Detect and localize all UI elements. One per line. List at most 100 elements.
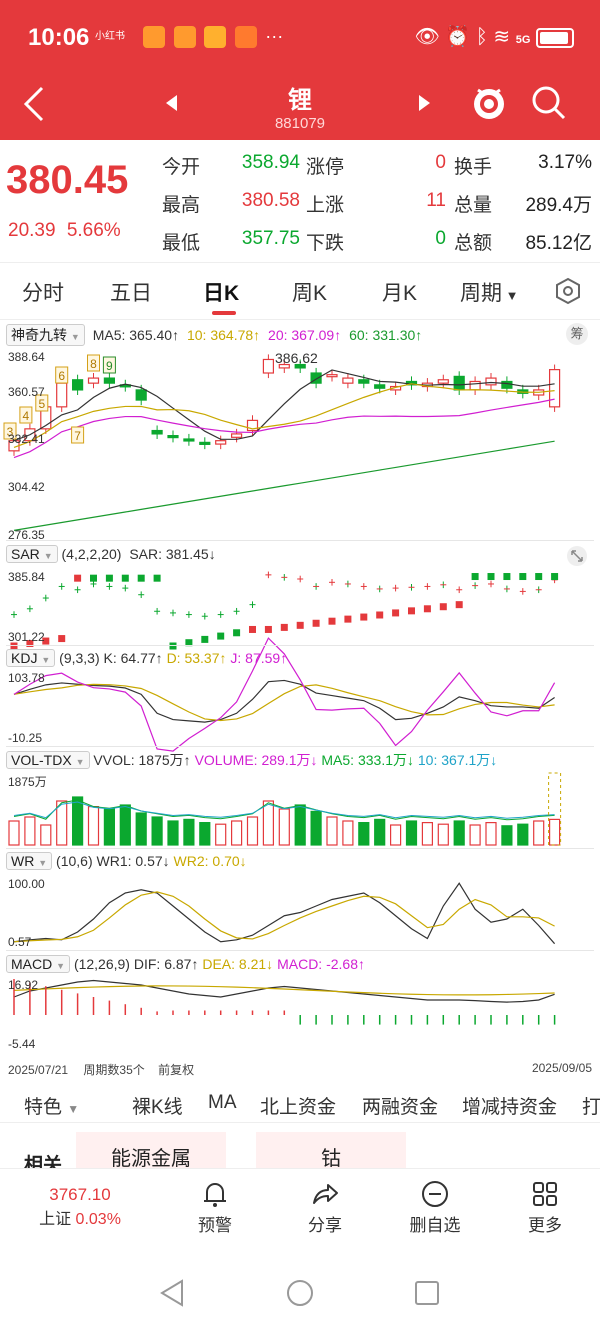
feature-northbound[interactable]: 北上资金	[260, 1097, 337, 1118]
status-time: 10:06	[28, 24, 90, 51]
feature-naked-k[interactable]: 裸K线	[132, 1097, 183, 1118]
vol-vvol: VVOL: 1875万↑	[93, 752, 191, 768]
main-y-304: 304.42	[8, 480, 45, 494]
volume-bar	[199, 822, 211, 846]
active-tab-indicator	[212, 311, 236, 315]
candle-body	[103, 377, 116, 384]
volume-bar	[453, 820, 465, 846]
volume-bar	[358, 822, 370, 846]
macd-dea-line	[13, 985, 555, 996]
tab-weekly-k[interactable]: 周K	[292, 282, 328, 305]
quote-value: 0	[435, 228, 446, 249]
sar-dot	[74, 574, 82, 582]
vol-ma10-line	[13, 801, 555, 819]
chip-button[interactable]: 筹	[566, 323, 588, 345]
chevron-down-icon: ▼	[67, 1102, 80, 1116]
index-pct: 0.03%	[75, 1211, 121, 1228]
nav-remove-watchlist[interactable]: 删自选	[380, 1169, 490, 1236]
kdj-y-bottom: -10.25	[8, 731, 43, 745]
quote-label: 换手	[454, 157, 493, 178]
quote-value: 0	[435, 152, 446, 173]
alarm-icon: ⏰	[445, 26, 471, 48]
previous-stock-icon[interactable]	[166, 95, 178, 111]
wr-selector[interactable]: WR ▼	[6, 852, 53, 870]
macd-selector[interactable]: MACD ▼	[6, 955, 71, 973]
volume-bar	[183, 818, 195, 846]
nav-more[interactable]: 更多	[490, 1169, 600, 1236]
app-header: 10:06 小红书 ··· 👁 ⏰ ᛒ ≋ 5G 锂 881079	[0, 0, 600, 140]
system-recents-icon[interactable]	[414, 1280, 440, 1306]
separator	[6, 645, 594, 646]
tab-five-day[interactable]: 五日	[110, 282, 152, 305]
volume-bar	[24, 816, 36, 846]
volume-bar	[119, 804, 131, 846]
volume-bar	[421, 822, 433, 846]
chevron-down-icon: ▼	[70, 332, 80, 342]
battery-icon	[536, 27, 574, 48]
candle-body	[453, 375, 465, 391]
feature-more[interactable]: 打	[582, 1097, 600, 1118]
next-stock-icon[interactable]	[418, 95, 430, 111]
sar-name: SAR	[11, 546, 40, 562]
main-y-bottom: 276.35	[8, 528, 45, 542]
separator	[6, 950, 594, 951]
system-back-icon[interactable]	[158, 1278, 186, 1308]
sar-dot	[296, 621, 304, 629]
main-indicator-selector[interactable]: 神奇九转 ▼	[6, 324, 85, 346]
tab-monthly-k[interactable]: 月K	[382, 282, 418, 305]
feature-bar: 特色 ▼ 裸K线 MA 北上资金 两融资金 增减持资金 打	[0, 1082, 600, 1123]
volume-bar	[135, 812, 147, 846]
nav-share[interactable]: 分享	[270, 1169, 380, 1236]
nav-alert[interactable]: 预警	[160, 1169, 270, 1236]
volume-bar	[262, 800, 274, 846]
start-date: 2025/07/21	[8, 1063, 69, 1077]
quote-label: 总量	[454, 195, 493, 216]
adjust-mode[interactable]: 前复权	[158, 1063, 195, 1077]
sar-dot	[201, 635, 209, 643]
max-price-label: 386.62	[275, 350, 318, 366]
wr-y-bottom: 0.57	[8, 935, 32, 949]
expand-icon[interactable]	[566, 545, 588, 567]
candle-body	[326, 374, 338, 378]
stock-code: 881079	[274, 115, 326, 132]
mascot-icon[interactable]	[470, 84, 508, 122]
index-ticker[interactable]: 3767.10 上证 0.03%	[30, 1185, 130, 1229]
wr-params: (10,6)	[56, 853, 93, 869]
chevron-down-icon: ▼	[43, 551, 53, 561]
more-notifications-icon: ···	[265, 26, 284, 46]
sar-selector[interactable]: SAR ▼	[6, 545, 58, 563]
quote-label: 最低	[162, 233, 201, 254]
volume-bar	[231, 820, 243, 846]
candle-body	[87, 377, 100, 384]
feature-ma[interactable]: MA	[208, 1092, 237, 1113]
feature-holdings[interactable]: 增减持资金	[462, 1097, 558, 1118]
kdj-j-line	[13, 637, 556, 752]
nine-turn-box	[19, 406, 33, 424]
vol-selector[interactable]: VOL-TDX ▼	[6, 751, 90, 769]
feature-margin[interactable]: 两融资金	[362, 1097, 439, 1118]
index-change: 上证 0.03%	[30, 1205, 130, 1229]
quote-value: 358.94	[241, 152, 300, 173]
tab-timeshare[interactable]: 分时	[22, 282, 64, 305]
feature-special[interactable]: 特色 ▼	[24, 1092, 79, 1119]
sar-dot	[328, 617, 336, 625]
settings-hexagon-icon[interactable]	[554, 277, 582, 305]
tab-daily-k[interactable]: 日K	[203, 282, 240, 305]
wifi-icon: ≋	[493, 26, 511, 48]
notification-icon	[234, 26, 257, 48]
search-icon[interactable]	[530, 84, 568, 122]
wr1-line	[13, 882, 556, 945]
separator	[6, 746, 594, 747]
ma10-value: 10: 364.78↑	[186, 327, 261, 343]
tab-period[interactable]: 周期 ▼	[460, 277, 518, 307]
kdj-selector[interactable]: KDJ ▼	[6, 649, 56, 667]
sar-dot	[280, 623, 288, 631]
system-home-icon[interactable]	[285, 1278, 315, 1308]
candle-body	[56, 382, 68, 408]
back-icon[interactable]	[20, 84, 48, 124]
chart-footer: 2025/07/21 周期数35个 前复权 2025/09/05	[8, 1061, 592, 1078]
candle-body	[71, 379, 84, 391]
volume-bar	[167, 820, 179, 846]
vol-y-top: 1875万	[8, 775, 47, 789]
